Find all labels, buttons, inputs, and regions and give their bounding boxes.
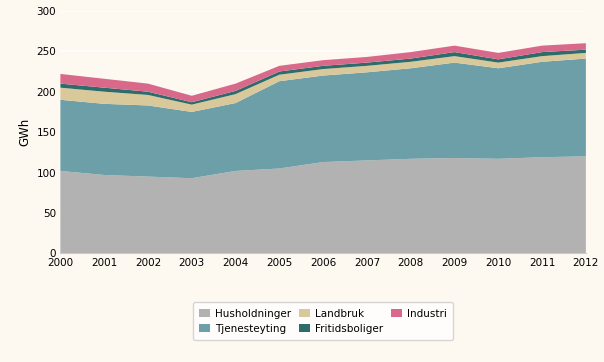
Legend: Husholdninger, Tjenesteyting, Landbruk, Fritidsboliger, Industri: Husholdninger, Tjenesteyting, Landbruk, …	[193, 302, 453, 340]
Y-axis label: GWh: GWh	[18, 118, 31, 146]
